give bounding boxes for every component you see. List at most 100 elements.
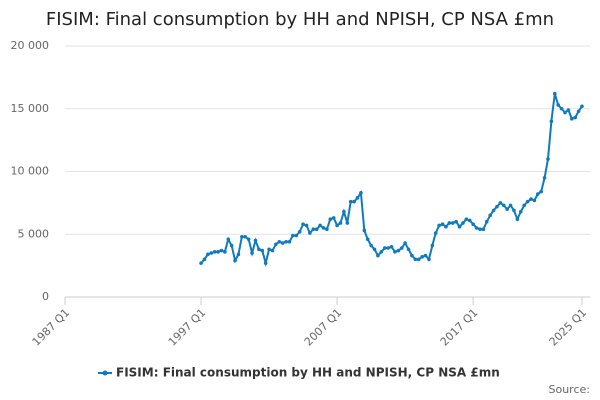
data-point (379, 250, 384, 254)
data-point (216, 250, 220, 254)
data-point (314, 227, 319, 232)
data-point (461, 221, 465, 225)
data-point (284, 239, 288, 244)
data-point (287, 239, 292, 244)
data-point (342, 209, 346, 214)
data-point (501, 203, 506, 208)
data-point (236, 252, 241, 257)
data-point (348, 199, 353, 204)
data-point (260, 248, 265, 253)
data-point (277, 239, 282, 244)
data-point (467, 218, 472, 223)
data-point (263, 261, 268, 265)
data-point (389, 245, 394, 249)
data-point (573, 115, 577, 120)
data-point (246, 237, 251, 242)
data-point (352, 199, 356, 204)
data-point (535, 192, 540, 196)
data-point (542, 175, 547, 180)
data-point (464, 217, 469, 221)
y-tick-label: 5 000 (18, 227, 50, 240)
data-point (209, 251, 214, 255)
data-point (529, 197, 533, 201)
data-point (549, 119, 554, 124)
data-point (308, 231, 312, 235)
data-point (525, 199, 530, 204)
data-point (566, 108, 571, 112)
data-point (270, 248, 275, 253)
data-point (393, 250, 397, 254)
data-point (321, 226, 326, 230)
data-point (552, 91, 557, 96)
x-tick-label: 2017 Q1 (438, 306, 481, 349)
y-tick-label: 15 000 (11, 102, 50, 115)
data-point (328, 217, 333, 221)
data-point (580, 104, 584, 109)
data-point (481, 227, 486, 232)
legend-label: FISIM: Final consumption by HH and NPISH… (116, 366, 500, 380)
data-point (386, 246, 390, 250)
data-point (212, 250, 217, 254)
data-point (257, 247, 261, 252)
source: Source: (549, 383, 591, 396)
data-point (406, 247, 411, 252)
data-point (505, 207, 509, 211)
data-point (420, 255, 424, 259)
legend-marker (102, 370, 108, 376)
data-point (416, 257, 421, 262)
data-point (243, 234, 248, 239)
data-point (410, 253, 414, 258)
data-point (546, 157, 550, 161)
y-tick-label: 0 (42, 290, 49, 303)
data-point (294, 233, 299, 238)
data-point (491, 208, 496, 213)
data-point (488, 213, 492, 218)
data-point (430, 243, 435, 248)
data-point (291, 233, 295, 238)
data-point (253, 238, 258, 243)
data-point (484, 219, 489, 224)
data-point (471, 222, 475, 227)
data-point (240, 234, 244, 239)
data-point (457, 224, 462, 229)
data-point (335, 223, 339, 228)
data-point (512, 208, 516, 213)
y-tick-label: 20 000 (11, 39, 50, 52)
data-point (576, 109, 581, 114)
data-point (563, 110, 567, 115)
chart-title: FISIM: Final consumption by HH and NPISH… (46, 9, 554, 30)
data-point (403, 241, 407, 245)
data-point (362, 228, 367, 233)
data-point (229, 243, 234, 248)
x-tick-label: 1997 Q1 (166, 306, 209, 349)
data-point (233, 258, 237, 263)
data-point (345, 221, 350, 225)
data-point (440, 222, 445, 227)
data-point (318, 223, 322, 228)
x-tick-label: 2007 Q1 (302, 306, 345, 349)
data-point (447, 221, 452, 225)
data-point (199, 261, 203, 265)
data-point (518, 209, 523, 214)
data-point (226, 237, 231, 242)
data-point (478, 227, 482, 232)
data-point (559, 106, 564, 111)
data-point (437, 223, 441, 228)
data-point (396, 248, 401, 253)
data-point (369, 243, 373, 248)
data-point (515, 217, 520, 221)
data-point (444, 224, 448, 229)
data-point (569, 116, 574, 121)
data-point (219, 248, 224, 253)
data-point (355, 196, 360, 200)
data-point (267, 247, 271, 252)
data-point (206, 252, 210, 257)
data-point (450, 221, 455, 225)
data-point (532, 198, 537, 203)
data-point (304, 223, 309, 228)
data-point (202, 257, 207, 262)
data-point (338, 221, 343, 225)
data-point (382, 246, 387, 250)
data-point (522, 203, 526, 208)
